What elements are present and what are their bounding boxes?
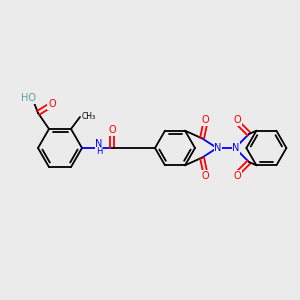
Text: O: O — [233, 115, 241, 125]
Text: N: N — [95, 139, 103, 149]
Text: HO: HO — [20, 93, 35, 103]
Text: N: N — [232, 143, 240, 153]
Text: CH₃: CH₃ — [82, 112, 96, 122]
Text: O: O — [201, 171, 209, 181]
Text: O: O — [233, 171, 241, 181]
Text: O: O — [108, 125, 116, 135]
Text: N: N — [214, 143, 222, 153]
Text: H: H — [96, 148, 102, 157]
Text: O: O — [48, 99, 56, 109]
Text: O: O — [201, 115, 209, 125]
